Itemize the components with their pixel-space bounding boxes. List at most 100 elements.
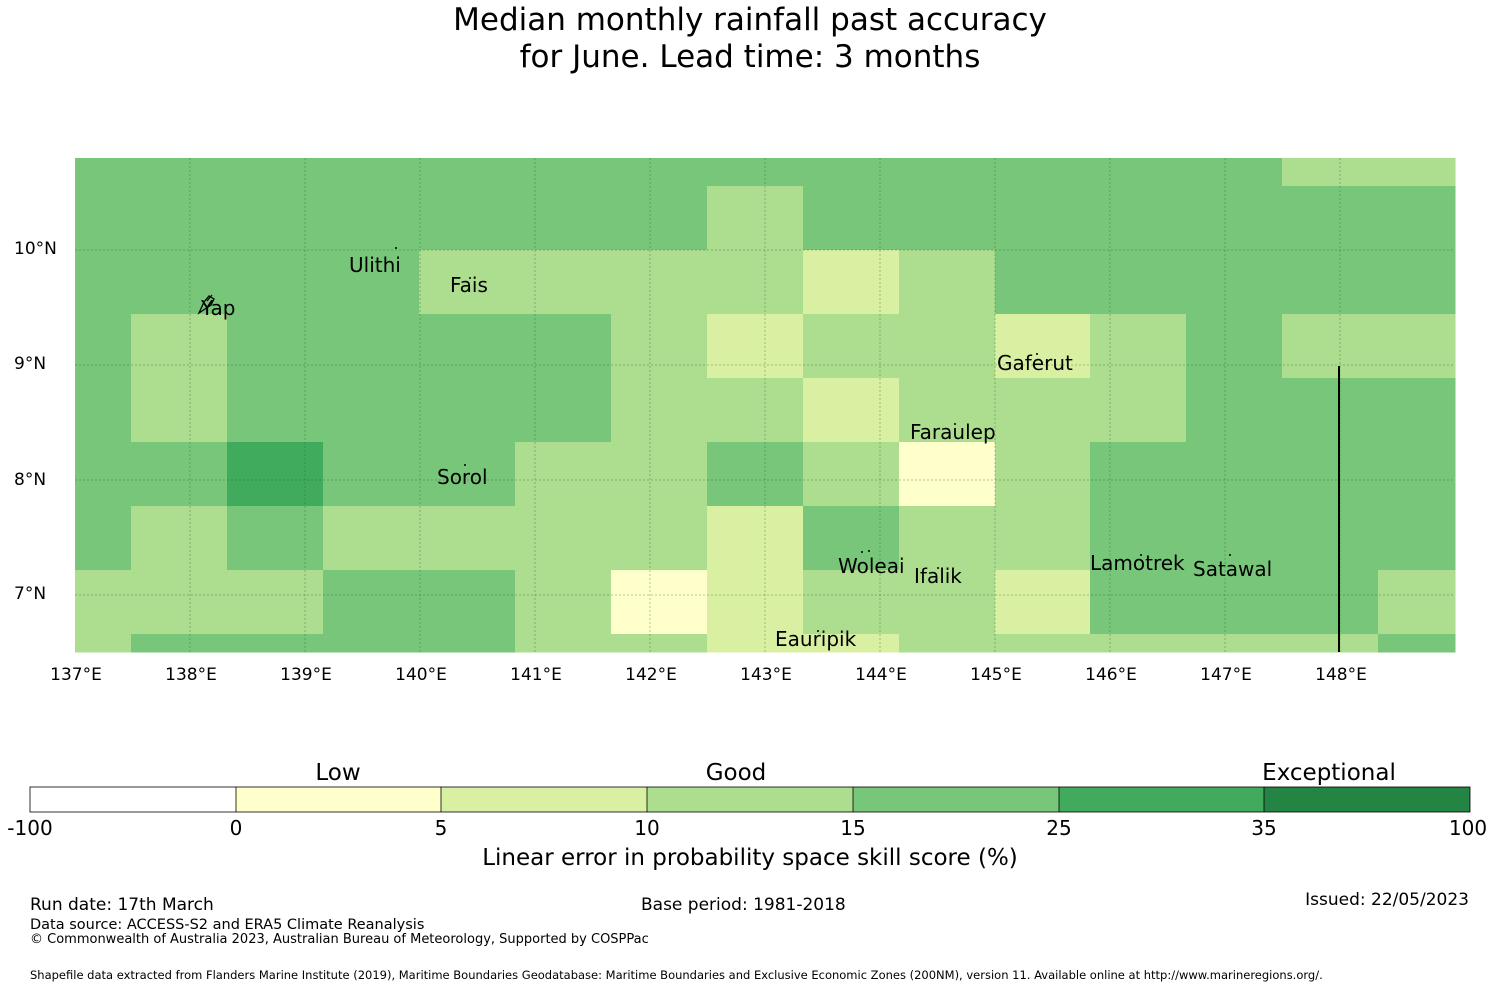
grid-cell <box>323 634 420 653</box>
grid-cell <box>899 186 996 251</box>
grid-cell <box>75 634 132 653</box>
grid-cell <box>707 314 804 379</box>
grid-cell <box>1090 378 1187 443</box>
lon-tick-138e: 138°E <box>165 665 217 685</box>
grid-cell <box>323 250 420 315</box>
grid-cell <box>227 634 324 653</box>
lon-tick-142e: 142°E <box>625 665 677 685</box>
colorbar-segment <box>236 787 441 812</box>
colorbar-category-exceptional: Exceptional <box>1262 760 1396 786</box>
grid-cell <box>515 186 612 251</box>
grid-cell <box>1282 506 1379 571</box>
grid-cell <box>611 250 708 315</box>
grid-cell <box>707 570 804 635</box>
grid-cell <box>803 314 900 379</box>
grid-cell <box>707 378 804 443</box>
place-label-ifalik: Ifalik <box>914 564 962 588</box>
grid-cell <box>131 186 228 251</box>
grid-cell <box>1186 570 1283 635</box>
grid-cell <box>323 506 420 571</box>
lon-tick-137e: 137°E <box>50 665 102 685</box>
skill-grid <box>75 158 1456 653</box>
grid-cell <box>515 250 612 315</box>
grid-cell <box>803 186 900 251</box>
ifalik-island-marker <box>937 567 939 569</box>
lon-tick-146e: 146°E <box>1085 665 1137 685</box>
grid-cell <box>707 634 804 653</box>
grid-cell <box>75 506 132 571</box>
grid-cell <box>75 314 132 379</box>
lon-tick-139e: 139°E <box>280 665 332 685</box>
colorbar-category-good: Good <box>705 760 767 786</box>
lon-tick-143e: 143°E <box>740 665 792 685</box>
grid-cell <box>227 506 324 571</box>
grid-cell <box>1282 250 1379 315</box>
colorbar-tick-minus100: -100 <box>7 816 53 840</box>
grid-cell <box>227 570 324 635</box>
eauripik-island-marker <box>817 630 819 632</box>
faraulep-island-marker <box>954 423 956 425</box>
place-label-sorol: Sorol <box>437 465 488 489</box>
colorbar-tick-15: 15 <box>840 816 866 840</box>
grid-cell <box>995 186 1091 251</box>
grid-cell <box>1186 314 1283 379</box>
grid-cell <box>995 634 1091 653</box>
grid-cell <box>323 570 420 635</box>
grid-cell <box>899 378 996 443</box>
grid-cell <box>803 506 900 571</box>
grid-cell <box>611 570 708 635</box>
grid-cell <box>515 634 612 653</box>
lamotrek-island-marker <box>1140 554 1142 556</box>
grid-cell <box>419 186 516 251</box>
grid-cell <box>611 442 708 507</box>
grid-cell <box>1090 186 1187 251</box>
grid-cell <box>75 158 132 187</box>
grid-cell <box>1186 634 1283 653</box>
grid-cell <box>323 158 420 187</box>
grid-cell <box>131 442 228 507</box>
grid-cell <box>75 442 132 507</box>
grid-cell <box>1186 378 1283 443</box>
colorbar-frame <box>29 786 1471 813</box>
grid-cell <box>611 186 708 251</box>
grid-cell <box>1282 158 1379 187</box>
base-period: Base period: 1981-2018 <box>641 895 846 915</box>
grid-cell <box>611 634 708 653</box>
grid-cell <box>1282 314 1379 379</box>
place-label-ulithi: Ulithi <box>349 253 401 277</box>
grid-cell <box>131 378 228 443</box>
lat-tick-7n: 7°N <box>14 584 47 604</box>
grid-cell <box>1378 570 1456 635</box>
grid-cell <box>1378 634 1456 653</box>
grid-cell <box>419 378 516 443</box>
grid-cell <box>515 570 612 635</box>
grid-cell <box>899 158 996 187</box>
lon-tick-140e: 140°E <box>395 665 447 685</box>
place-label-lamotrek: Lamotrek <box>1090 551 1185 575</box>
grid-cell <box>1378 314 1456 379</box>
grid-cell <box>1282 378 1379 443</box>
grid-cell <box>1090 506 1187 571</box>
place-label-satawal: Satawal <box>1193 557 1273 581</box>
grid-cell <box>1378 250 1456 315</box>
grid-cell <box>515 442 612 507</box>
lat-tick-8n: 8°N <box>14 470 47 490</box>
grid-cell <box>899 506 996 571</box>
place-label-yap: Yap <box>201 296 236 320</box>
grid-cell <box>803 442 900 507</box>
grid-cell <box>227 158 324 187</box>
fais-island-marker <box>469 277 471 279</box>
place-label-gaferut: Gaferut <box>997 351 1073 375</box>
satawal-island-marker <box>1229 554 1231 556</box>
place-label-fais: Fais <box>450 273 488 297</box>
grid-cell <box>803 634 900 653</box>
grid-cell <box>995 442 1091 507</box>
grid-cell <box>707 442 804 507</box>
lon-tick-148e: 148°E <box>1315 665 1367 685</box>
grid-cell <box>1378 186 1456 251</box>
grid-cell <box>227 186 324 251</box>
grid-cell <box>1282 570 1379 635</box>
grid-cell <box>515 506 612 571</box>
colorbar-tick-10: 10 <box>634 816 660 840</box>
lon-tick-141e: 141°E <box>510 665 562 685</box>
